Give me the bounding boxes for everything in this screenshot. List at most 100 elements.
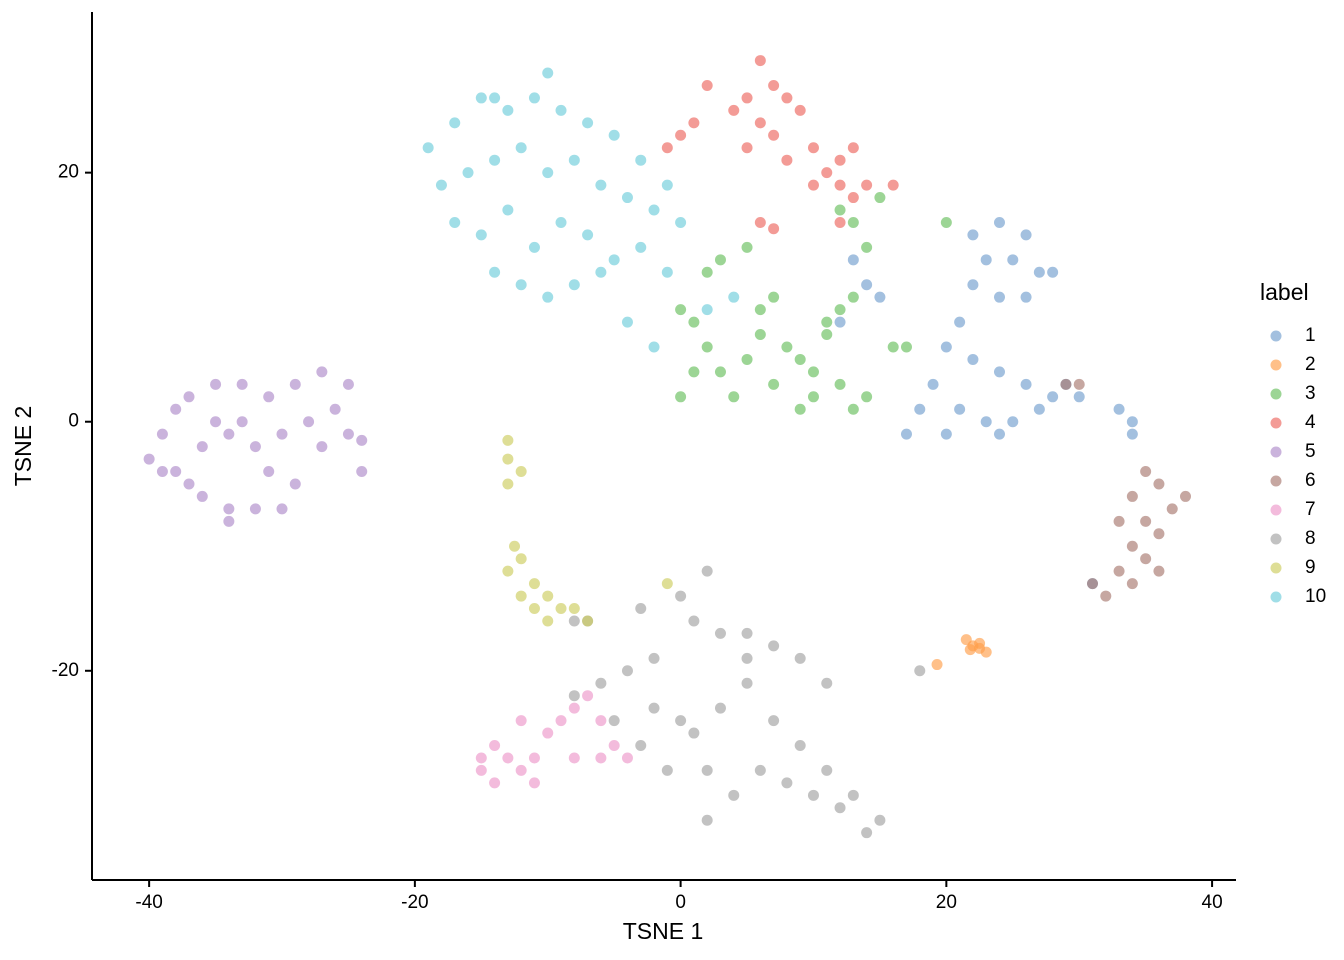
point — [1073, 391, 1085, 403]
point — [595, 677, 607, 689]
point — [555, 216, 567, 228]
point — [675, 590, 687, 602]
point — [861, 391, 873, 403]
point — [236, 378, 248, 390]
point — [940, 216, 952, 228]
point — [741, 241, 753, 253]
point — [515, 553, 527, 565]
point — [515, 142, 527, 154]
point — [741, 353, 753, 365]
point — [688, 316, 700, 328]
point — [475, 92, 487, 104]
point — [741, 652, 753, 664]
point — [542, 167, 554, 179]
point — [236, 416, 248, 428]
point — [542, 590, 554, 602]
point — [1020, 291, 1032, 303]
point — [1113, 565, 1125, 577]
point — [714, 366, 726, 378]
point — [834, 204, 846, 216]
point — [263, 391, 275, 403]
point — [542, 67, 554, 79]
point — [635, 740, 647, 752]
point — [675, 391, 687, 403]
point — [489, 777, 501, 789]
point — [874, 814, 886, 826]
point — [1153, 565, 1165, 577]
point — [954, 403, 966, 415]
point — [223, 503, 235, 515]
point — [555, 603, 567, 615]
point — [847, 291, 859, 303]
point — [635, 154, 647, 166]
point — [701, 266, 713, 278]
point — [834, 378, 846, 390]
point — [542, 291, 554, 303]
y-tick-label: 0 — [68, 411, 79, 432]
point — [1060, 378, 1072, 390]
point — [568, 279, 580, 291]
point — [582, 690, 594, 702]
point — [1126, 540, 1138, 552]
point — [475, 764, 487, 776]
point — [542, 615, 554, 627]
point — [754, 216, 766, 228]
point — [568, 702, 580, 714]
point — [768, 129, 780, 141]
point — [210, 416, 222, 428]
point — [900, 428, 912, 440]
y-tick-label: -20 — [52, 660, 79, 681]
point — [701, 565, 713, 577]
point — [967, 279, 979, 291]
point — [595, 266, 607, 278]
point — [621, 192, 633, 204]
point — [847, 142, 859, 154]
legend-marker — [1270, 388, 1282, 400]
point — [475, 229, 487, 241]
point — [515, 764, 527, 776]
point — [967, 229, 979, 241]
legend-label: 5 — [1305, 441, 1316, 462]
point — [621, 316, 633, 328]
point — [502, 434, 514, 446]
point — [1033, 403, 1045, 415]
legend-label: 1 — [1305, 325, 1316, 346]
point — [621, 752, 633, 764]
point — [515, 715, 527, 727]
point — [249, 503, 261, 515]
point — [608, 129, 620, 141]
point — [834, 304, 846, 316]
point — [475, 752, 487, 764]
point — [768, 79, 780, 91]
point — [688, 117, 700, 129]
point — [183, 478, 195, 490]
point — [980, 254, 992, 266]
point — [701, 304, 713, 316]
point — [356, 434, 368, 446]
point — [728, 789, 740, 801]
point — [754, 55, 766, 67]
point — [502, 104, 514, 116]
point — [555, 715, 567, 727]
point — [342, 428, 354, 440]
point — [449, 216, 461, 228]
point — [502, 752, 514, 764]
legend-marker — [1270, 562, 1282, 574]
point — [582, 229, 594, 241]
point — [489, 266, 501, 278]
point — [143, 453, 155, 465]
legend-marker — [1270, 417, 1282, 429]
point — [289, 478, 301, 490]
point — [993, 216, 1005, 228]
point — [156, 466, 168, 478]
legend-marker — [1270, 504, 1282, 516]
point — [263, 466, 275, 478]
point — [874, 192, 886, 204]
point — [821, 316, 833, 328]
point — [528, 578, 540, 590]
point — [196, 490, 208, 502]
point — [821, 764, 833, 776]
point — [528, 241, 540, 253]
point — [648, 702, 660, 714]
